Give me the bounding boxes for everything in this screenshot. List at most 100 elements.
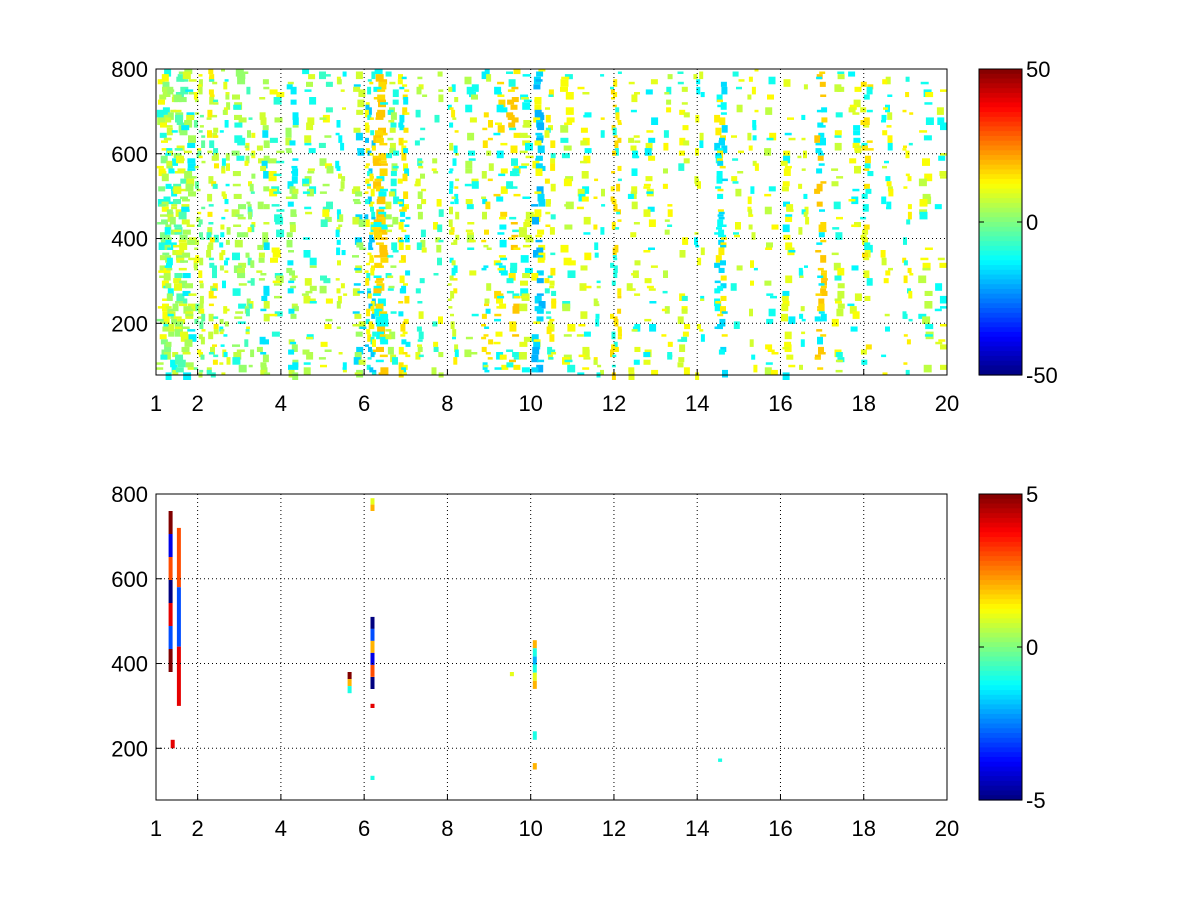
heatmap-cell xyxy=(339,214,344,222)
heatmap-cell xyxy=(289,224,296,233)
heatmap-cell xyxy=(765,107,773,115)
heatmap-cell xyxy=(421,199,427,205)
heatmap-cell xyxy=(547,321,553,327)
heatmap-cell xyxy=(304,89,312,92)
heatmap-cell xyxy=(376,346,384,352)
heatmap-cell xyxy=(498,99,506,108)
heatmap-cell xyxy=(611,97,615,100)
heatmap-cell xyxy=(617,137,622,143)
heatmap-cell xyxy=(920,257,929,261)
heatmap-cell xyxy=(563,178,572,187)
heatmap-cell xyxy=(263,301,270,309)
heatmap-cell xyxy=(193,262,198,271)
heatmap-cell xyxy=(767,349,775,352)
heatmap-cell xyxy=(803,193,808,199)
heatmap-cell xyxy=(782,224,790,233)
heatmap-cell xyxy=(222,280,226,289)
heatmap-cell xyxy=(633,135,640,138)
heatmap-cell xyxy=(522,102,531,110)
heatmap-cell xyxy=(851,224,859,227)
heatmap-cell xyxy=(747,206,752,212)
heatmap-cell xyxy=(720,275,727,281)
heatmap-cell xyxy=(318,357,326,360)
heatmap-cell xyxy=(453,288,458,294)
heatmap-cell xyxy=(176,145,185,151)
heatmap-cell xyxy=(236,232,245,238)
heatmap-cell xyxy=(816,318,823,322)
heatmap-cell xyxy=(166,267,173,271)
heatmap-cell xyxy=(548,329,554,332)
heatmap-cell xyxy=(512,334,520,337)
heatmap-cell xyxy=(532,656,537,665)
heatmap-cell xyxy=(378,191,387,197)
heatmap-cell xyxy=(784,331,792,340)
heatmap-cell xyxy=(837,357,845,363)
heatmap-cell xyxy=(720,346,727,352)
heatmap-cell xyxy=(924,102,933,105)
heatmap-cell xyxy=(370,664,375,677)
heatmap-cell xyxy=(320,364,327,368)
heatmap-cell xyxy=(835,369,843,373)
heatmap-cell xyxy=(748,209,753,217)
heatmap-cell xyxy=(679,109,686,115)
heatmap-cell xyxy=(748,224,753,230)
colorbar-band xyxy=(979,761,1022,768)
heatmap-cell xyxy=(697,181,701,189)
heatmap-cell xyxy=(354,267,362,271)
heatmap-cell xyxy=(246,201,251,205)
heatmap-cell xyxy=(247,204,252,210)
heatmap-cell xyxy=(563,145,572,151)
heatmap-cell xyxy=(682,125,689,131)
heatmap-cell xyxy=(355,331,363,337)
heatmap-cell xyxy=(172,250,179,256)
colorbar-band xyxy=(979,159,1022,166)
heatmap-cell xyxy=(370,504,375,511)
heatmap-cell xyxy=(164,227,171,235)
heatmap-cell xyxy=(173,278,182,284)
heatmap-cell xyxy=(365,278,370,286)
heatmap-cell xyxy=(325,318,333,322)
heatmap-cell xyxy=(649,324,657,332)
heatmap-cell xyxy=(865,344,872,350)
heatmap-cell xyxy=(600,74,605,77)
heatmap-cell xyxy=(510,262,518,271)
heatmap-cell xyxy=(448,171,453,174)
heatmap-cell xyxy=(564,74,573,80)
colorbar-band xyxy=(979,288,1022,295)
heatmap-cell xyxy=(197,316,202,319)
heatmap-cell xyxy=(292,362,299,370)
heatmap-cell xyxy=(483,334,489,337)
heatmap-cell xyxy=(567,364,576,373)
colorbar-band xyxy=(979,570,1022,576)
heatmap-cell xyxy=(817,122,824,128)
heatmap-cell xyxy=(180,334,189,342)
heatmap-cell xyxy=(538,199,546,207)
heatmap-cell xyxy=(176,255,184,261)
heatmap-cell xyxy=(752,135,757,141)
heatmap-cell xyxy=(764,280,772,286)
heatmap-cell xyxy=(431,367,437,375)
heatmap-cell xyxy=(179,127,188,136)
heatmap-cell xyxy=(679,344,686,352)
heatmap-cell xyxy=(617,219,622,222)
heatmap-cell xyxy=(305,290,313,294)
heatmap-cell xyxy=(732,158,739,161)
heatmap-cell xyxy=(451,267,456,276)
heatmap-cell xyxy=(285,148,292,151)
heatmap-cell xyxy=(374,178,383,182)
heatmap-cell xyxy=(188,135,196,143)
heatmap-cell xyxy=(596,285,601,289)
colorbar-band xyxy=(979,178,1022,185)
heatmap-cell xyxy=(818,346,824,355)
heatmap-cell xyxy=(820,94,827,97)
heatmap-cell xyxy=(545,211,551,215)
heatmap-cell xyxy=(447,283,452,286)
heatmap-cell xyxy=(468,150,476,156)
heatmap-cell xyxy=(207,150,213,154)
heatmap-cell xyxy=(617,122,622,125)
heatmap-cell xyxy=(200,308,205,314)
heatmap-cell xyxy=(209,97,215,105)
heatmap-cell xyxy=(820,229,827,233)
heatmap-cell xyxy=(188,176,197,179)
heatmap-cell xyxy=(365,104,370,113)
